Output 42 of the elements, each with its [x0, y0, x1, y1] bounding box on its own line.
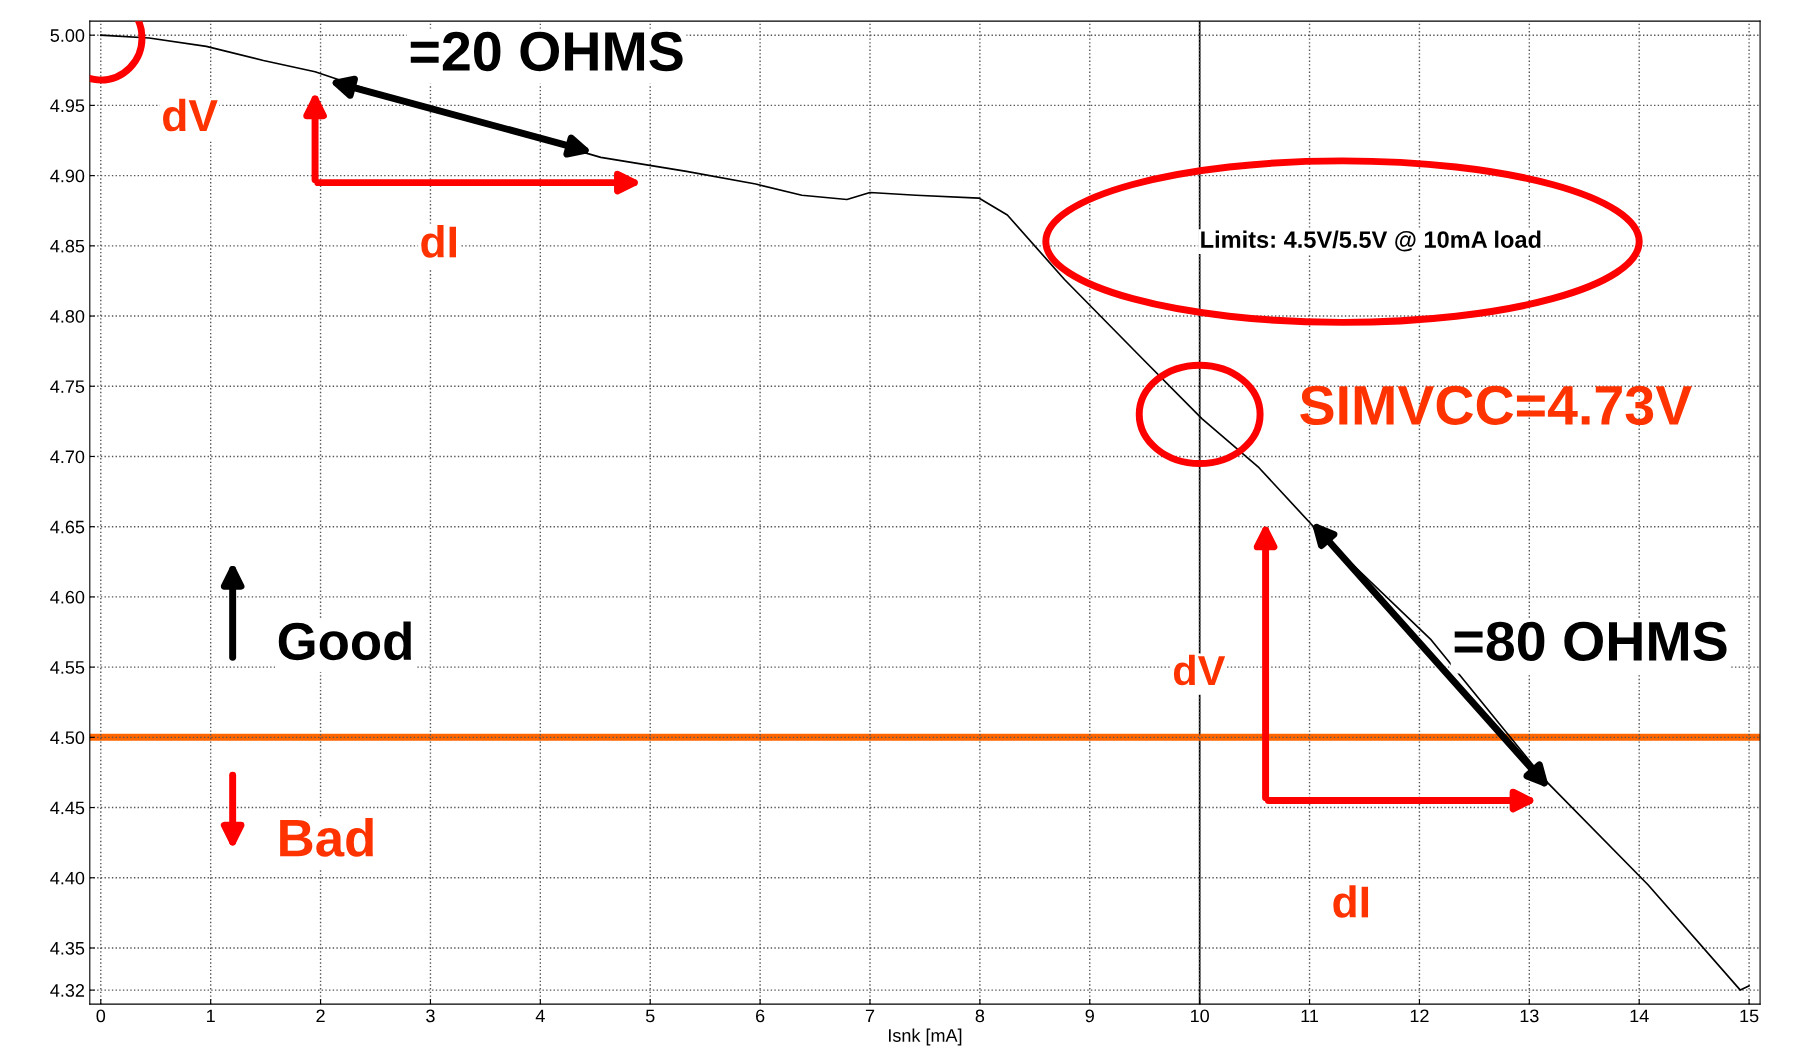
y-tick-label: 4.75 [50, 380, 85, 393]
annotation: dI [421, 225, 456, 258]
x-tick-label: 6 [756, 1009, 765, 1023]
annotation: =20 OHMS [410, 31, 683, 72]
y-tick-label: 4.70 [50, 450, 85, 464]
x-tick-label: 9 [1085, 1009, 1094, 1023]
x-tick-label: 15 [1740, 1009, 1759, 1023]
x-tick-label: 14 [1630, 1009, 1649, 1023]
x-tick-label: 3 [426, 1009, 435, 1023]
x-tick-label: 5 [645, 1009, 655, 1023]
y-tick-label: 4.95 [50, 99, 85, 113]
x-axis-title: Isnk [mA] [888, 1028, 962, 1046]
y-tick-label: 4.55 [50, 661, 85, 674]
y-tick-label: 4.32 [50, 984, 85, 997]
y-tick-label: 4.50 [50, 731, 85, 745]
annotation: dV [163, 98, 218, 132]
y-tick-label: 4.40 [50, 871, 85, 885]
x-tick-label: 8 [975, 1009, 985, 1023]
x-tick-label: 10 [1190, 1009, 1209, 1023]
x-tick-label: 13 [1520, 1009, 1539, 1023]
x-tick-label: 7 [865, 1009, 875, 1023]
annotation: Good [278, 621, 411, 661]
x-tick-label: 2 [316, 1009, 325, 1023]
annotation: Limits: 4.5V/5.5V @ 10mA load [1201, 230, 1541, 252]
y-tick-label: 4.45 [50, 801, 85, 815]
annotation: Bad [280, 818, 373, 857]
x-tick-label: 0 [96, 1009, 106, 1023]
y-tick-label: 4.85 [50, 239, 85, 253]
annotation: SIMVCC=4.73V [1300, 385, 1692, 426]
x-tick-label: 11 [1301, 1009, 1319, 1023]
x-tick-label: 12 [1410, 1009, 1429, 1023]
x-tick-label: 1 [207, 1009, 215, 1023]
y-tick-label: 5.00 [50, 29, 85, 42]
annotation: dV [1173, 654, 1226, 686]
y-tick-label: 4.90 [50, 169, 85, 183]
x-tick-label: 4 [535, 1009, 545, 1023]
annotation: =80 OHMS [1454, 621, 1727, 661]
annotation: dI [1333, 885, 1369, 918]
y-tick-label: 4.65 [50, 520, 85, 534]
y-tick-label: 4.80 [50, 309, 85, 323]
y-tick-label: 4.60 [50, 590, 85, 604]
y-tick-label: 4.35 [50, 941, 85, 955]
